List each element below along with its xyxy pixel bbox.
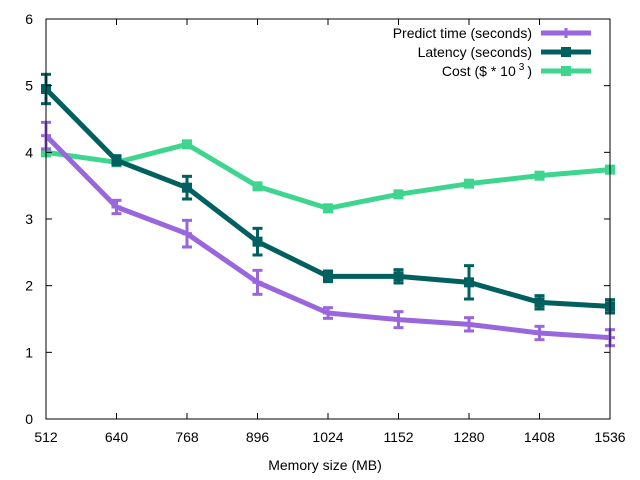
y-tick-label: 4 [25,144,33,160]
legend-sample-marker-cost [561,66,571,76]
x-tick-label: 1152 [383,429,413,445]
data-point-latency [393,271,404,282]
x-tick-label: 896 [246,429,270,445]
y-axis: 0 1 2 3 4 5 6 [25,11,610,427]
data-point-predict-time [182,228,192,239]
data-point-predict-time [323,308,333,318]
data-point-latency [111,155,122,166]
data-point-predict-time [111,202,122,212]
legend-sample-marker-latency [561,47,571,57]
x-tick-label: 1536 [594,429,625,445]
data-point-latency [182,182,192,193]
x-tick-label: 512 [34,429,58,445]
series-latency [41,72,615,315]
y-tick-label: 5 [25,78,33,94]
series-layer [41,72,615,348]
series-predict-time [41,120,615,348]
x-tick-label: 1408 [524,429,555,445]
y-tick-label: 2 [25,278,33,294]
data-point-latency [534,297,545,308]
y-tick-label: 6 [25,11,33,27]
data-point-cost [464,178,474,189]
data-point-predict-time [464,319,474,330]
data-point-cost [393,189,404,200]
y-tick-label: 1 [25,344,33,360]
x-tick-label: 640 [105,429,129,445]
data-point-cost [534,170,545,181]
legend: Predict time (seconds) Latency (seconds)… [393,25,591,79]
legend-label-cost-text: Cost ($ * 10 [442,63,516,79]
legend-label-predict-time: Predict time (seconds) [393,25,532,41]
y-tick-label: 0 [25,411,33,427]
y-tick-label: 3 [25,211,33,227]
x-axis-label: Memory size (MB) [268,457,382,473]
plot-frame [45,18,611,420]
x-tick-label: 1024 [312,429,343,445]
data-point-latency [252,236,263,247]
series-cost [41,139,615,214]
data-point-latency [464,277,474,288]
x-axis: 512 640 768 896 1024 1152 1280 1408 1536 [34,19,626,445]
legend-label-cost-superscript: 3 [519,62,525,73]
x-tick-label: 768 [175,429,199,445]
data-point-cost [182,139,192,150]
data-point-predict-time [534,328,545,338]
legend-samples [541,28,591,76]
x-tick-label: 1280 [453,429,484,445]
data-point-latency [323,271,333,282]
data-point-cost [252,181,263,192]
data-point-cost [323,203,333,214]
legend-sample-marker-predict-time [561,28,571,38]
legend-label-latency: Latency (seconds) [418,44,532,60]
series-line-cost [45,141,611,211]
data-point-predict-time [252,277,263,288]
data-point-predict-time [393,314,404,325]
legend-label-cost-suffix: ) [527,63,532,79]
legend-label-cost: Cost ($ * 10 3) [442,62,532,79]
